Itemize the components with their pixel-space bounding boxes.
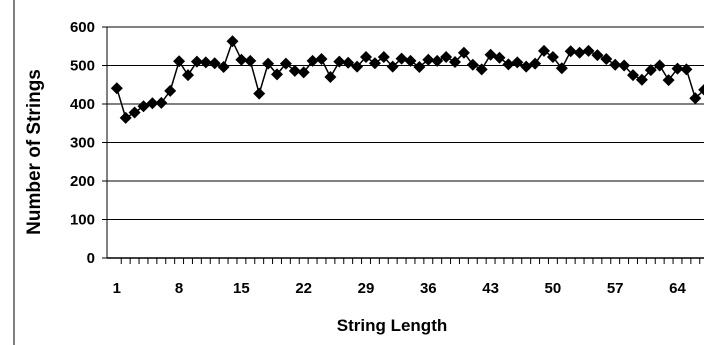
data-point-10 [190, 55, 203, 68]
data-point-32 [386, 60, 399, 73]
data-point-52 [564, 45, 577, 58]
axes [102, 26, 704, 264]
y-axis-title: Number of Strings [24, 69, 45, 235]
data-point-50 [546, 51, 559, 64]
data-point-39 [449, 56, 461, 69]
data-point-25 [324, 71, 337, 84]
x-axis-title: String Length [337, 316, 447, 335]
data-point-44 [493, 51, 506, 64]
x-tick-label-22: 22 [295, 280, 312, 297]
data-point-17 [253, 87, 266, 100]
data-point-54 [582, 44, 595, 57]
data-point-9 [182, 69, 194, 82]
y-tick-label-600: 600 [70, 19, 95, 36]
x-tick-label-64: 64 [669, 280, 686, 297]
y-tick-label-500: 500 [70, 58, 95, 75]
data-point-27 [342, 56, 355, 69]
data-point-24 [315, 52, 328, 65]
data-point-6 [155, 96, 168, 109]
x-tick-label-29: 29 [358, 280, 375, 297]
x-tick-label-50: 50 [545, 280, 562, 297]
data-point-45 [502, 58, 515, 71]
data-point-11 [199, 56, 212, 69]
data-point-16 [244, 54, 257, 67]
x-tick-label-57: 57 [607, 280, 624, 297]
data-point-12 [208, 57, 221, 70]
data-point-30 [368, 57, 381, 70]
data-point-65 [680, 63, 693, 76]
data-point-2 [119, 111, 132, 124]
data-point-63 [662, 74, 675, 87]
data-point-13 [217, 61, 230, 74]
data-point-67 [698, 83, 704, 96]
data-point-1 [110, 82, 123, 95]
data-point-53 [573, 46, 586, 59]
data-point-56 [600, 52, 613, 65]
y-axis-tick-labels: 0 100 200 300 400 500 600 [70, 19, 95, 267]
x-axis-tick-labels: 1 8 15 22 29 36 43 50 57 64 [113, 280, 687, 297]
data-point-20 [279, 57, 292, 70]
data-point-46 [511, 56, 524, 69]
data-point-57 [609, 58, 622, 71]
data-point-28 [351, 60, 364, 73]
data-point-18 [262, 57, 275, 70]
data-point-37 [431, 54, 444, 67]
data-point-7 [164, 84, 177, 97]
data-point-41 [466, 58, 479, 71]
x-tick-label-8: 8 [175, 280, 183, 297]
data-point-14 [226, 35, 239, 48]
series-layer [110, 35, 704, 124]
x-tick-label-1: 1 [113, 280, 121, 297]
gridlines [107, 26, 704, 220]
data-point-36 [422, 53, 435, 66]
y-tick-label-400: 400 [70, 96, 95, 113]
data-point-23 [306, 54, 319, 67]
data-point-38 [440, 51, 453, 64]
data-point-49 [538, 44, 550, 57]
data-point-60 [635, 73, 648, 86]
data-point-21 [288, 64, 301, 77]
data-point-61 [644, 64, 657, 77]
x-tick-label-36: 36 [420, 280, 437, 297]
data-point-34 [404, 54, 417, 67]
data-point-33 [395, 52, 408, 65]
data-point-58 [618, 59, 631, 72]
data-point-62 [653, 59, 666, 72]
data-point-40 [457, 46, 470, 59]
data-point-42 [475, 63, 488, 76]
data-point-35 [413, 61, 426, 74]
data-point-29 [360, 51, 372, 64]
data-point-22 [297, 66, 310, 79]
data-point-3 [128, 106, 141, 119]
data-point-26 [333, 55, 346, 68]
y-tick-label-100: 100 [70, 212, 95, 229]
data-point-55 [591, 49, 604, 62]
data-point-64 [671, 62, 684, 75]
data-point-59 [627, 69, 639, 82]
y-tick-label-300: 300 [70, 135, 95, 152]
data-point-31 [377, 51, 390, 64]
y-tick-label-200: 200 [70, 173, 95, 190]
data-point-66 [689, 92, 702, 105]
x-tick-label-15: 15 [233, 280, 250, 297]
data-point-8 [173, 55, 186, 68]
data-point-48 [529, 57, 542, 70]
y-tick-label-0: 0 [87, 250, 95, 267]
series-line [116, 39, 704, 120]
data-point-5 [146, 97, 159, 110]
data-point-51 [555, 62, 568, 75]
data-point-15 [235, 53, 248, 66]
data-point-19 [271, 68, 283, 81]
x-tick-label-43: 43 [482, 280, 499, 297]
